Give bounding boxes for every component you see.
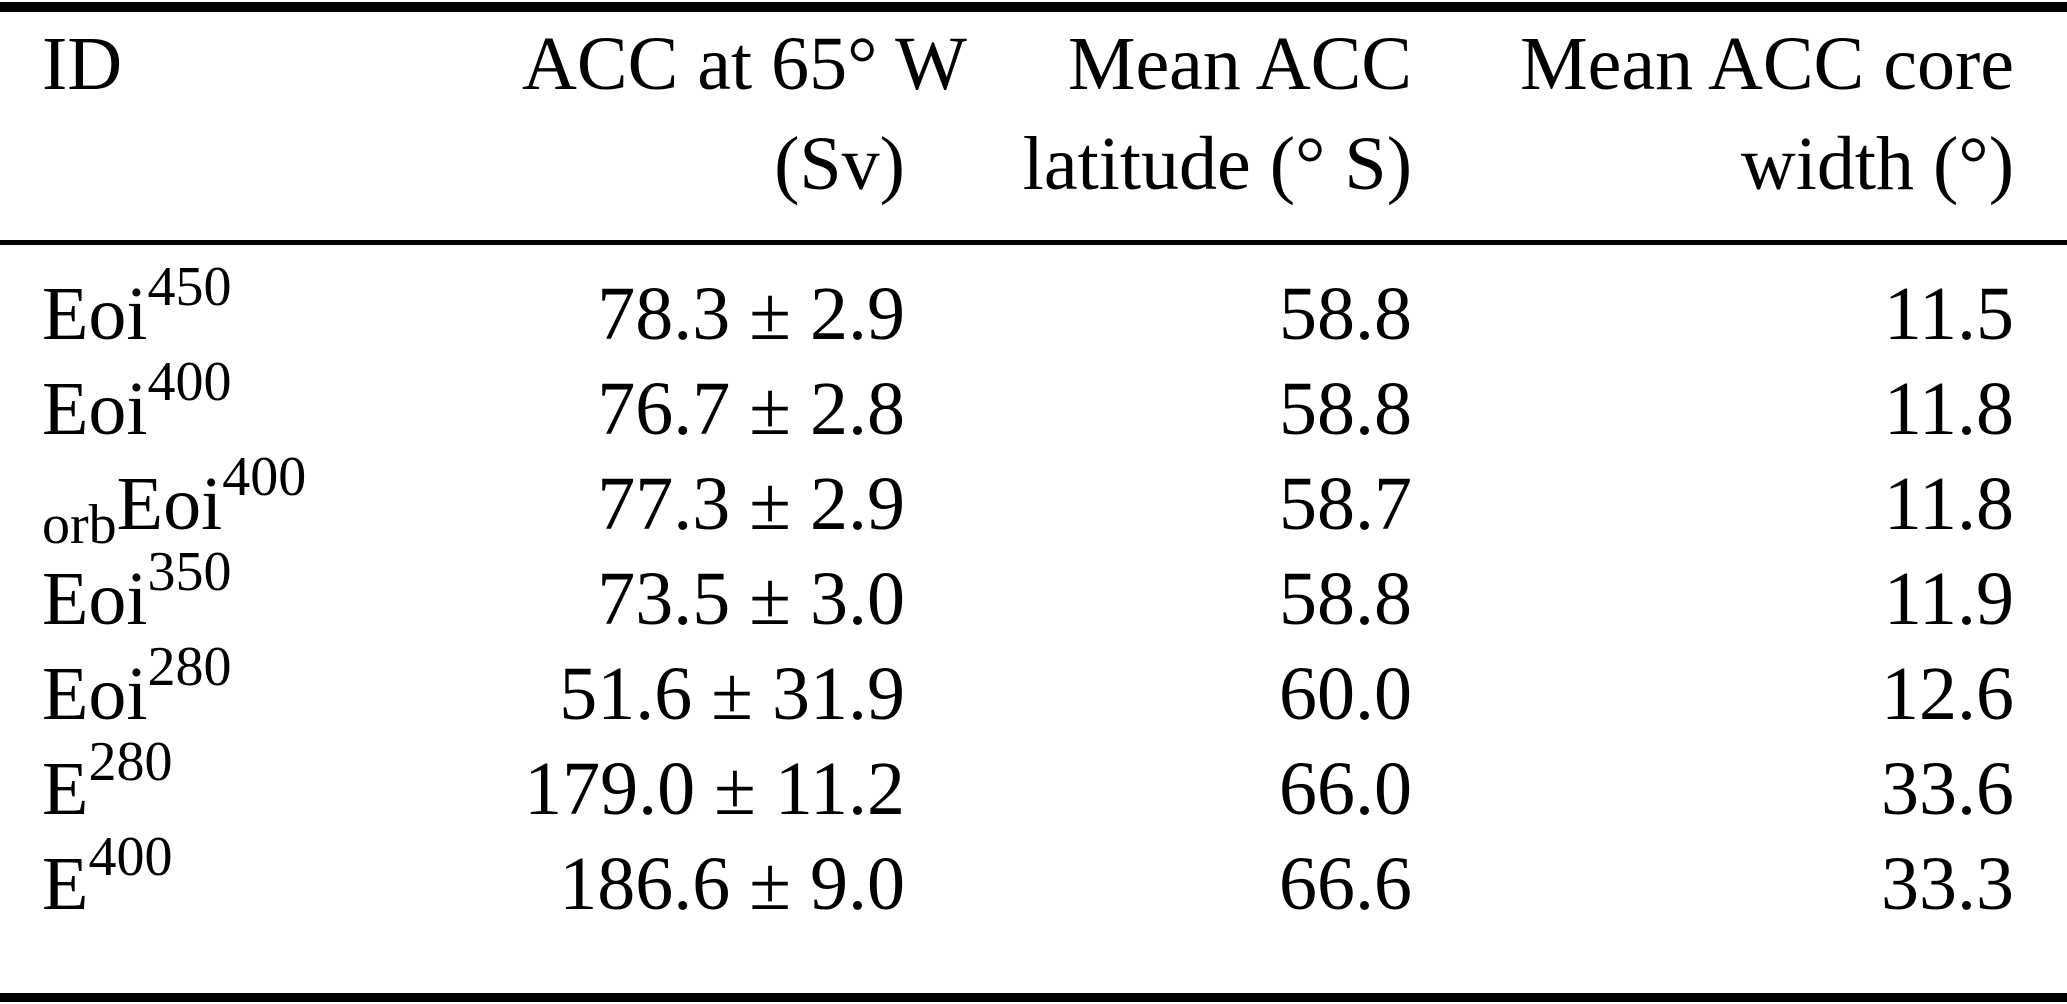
acc-cell: 78.3 ± 2.9: [597, 272, 905, 356]
core-width-cell: 11.8: [1883, 367, 2014, 451]
id-base: E: [42, 842, 89, 926]
id-superscript: 400: [222, 446, 307, 508]
column-header-mean-acc-latitude: Mean ACC latitude (° S): [905, 14, 1412, 214]
id-base: Eoi: [42, 367, 148, 451]
table-row: E400 186.6 ± 9.0 66.6 33.3: [42, 826, 2014, 932]
table-row: Eoi350 73.5 ± 3.0 58.8 11.9: [42, 541, 2014, 647]
table-bottom-rule: [0, 993, 2067, 1002]
table-top-rule: [0, 2, 2067, 12]
table-row: E280 179.0 ± 11.2 66.0 33.6: [42, 731, 2014, 837]
table-header-rule: [0, 240, 2067, 245]
acc-cell: 77.3 ± 2.9: [597, 462, 905, 546]
latitude-cell: 58.8: [1279, 557, 1412, 641]
id-cell: Eoi450: [42, 256, 522, 369]
acc-cell: 76.7 ± 2.8: [597, 367, 905, 451]
column-header-acc-at-65w: ACC at 65° W (Sv): [522, 14, 967, 214]
latitude-cell: 60.0: [1279, 652, 1412, 736]
id-base: Eoi: [42, 652, 148, 736]
latitude-cell: 66.0: [1279, 747, 1412, 831]
id-cell: Eoi350: [42, 541, 522, 654]
latitude-cell: 58.8: [1279, 367, 1412, 451]
core-width-cell: 11.8: [1883, 462, 2014, 546]
acc-cell: 186.6 ± 9.0: [559, 842, 905, 926]
core-width-cell: 33.6: [1881, 747, 2014, 831]
id-cell: Eoi280: [42, 636, 522, 749]
latitude-cell: 66.6: [1279, 842, 1412, 926]
core-width-cell: 12.6: [1881, 652, 2014, 736]
acc-cell: 51.6 ± 31.9: [559, 652, 905, 736]
column-header-id-line2: [42, 114, 522, 214]
table-row: orbEoi400 77.3 ± 2.9 58.7 11.8: [42, 446, 2014, 556]
latitude-cell: 58.7: [1279, 462, 1412, 546]
id-cell: orbEoi400: [42, 446, 522, 559]
id-superscript: 450: [147, 256, 232, 318]
id-superscript: 400: [88, 826, 173, 888]
table-row: Eoi280 51.6 ± 31.9 60.0 12.6: [42, 636, 2014, 742]
id-base: E: [42, 747, 89, 831]
id-base: Eoi: [42, 272, 148, 356]
table-row: Eoi400 76.7 ± 2.8 58.8 11.8: [42, 351, 2014, 457]
column-header-acc-line2: (Sv): [774, 122, 905, 206]
column-header-latitude-line2: latitude (° S): [1022, 122, 1412, 206]
acc-cell: 179.0 ± 11.2: [524, 747, 905, 831]
table-header-row: ID ACC at 65° W (Sv) Mean ACC latitude (…: [42, 14, 2014, 214]
column-header-latitude-line1: Mean ACC: [1067, 22, 1412, 106]
core-width-cell: 11.5: [1883, 272, 2014, 356]
column-header-mean-acc-core-width: Mean ACC core width (°): [1412, 14, 2014, 214]
table-body: Eoi450 78.3 ± 2.9 58.8 11.5 Eoi400 76.7 …: [42, 256, 2014, 932]
id-superscript: 280: [88, 731, 173, 793]
latitude-cell: 58.8: [1279, 272, 1412, 356]
id-base: Eoi: [42, 557, 148, 641]
id-superscript: 280: [147, 636, 232, 698]
id-superscript: 350: [147, 541, 232, 603]
core-width-cell: 11.9: [1883, 557, 2014, 641]
column-header-core-width-line1: Mean ACC core: [1520, 22, 2014, 106]
table-row: Eoi450 78.3 ± 2.9 58.8 11.5: [42, 256, 2014, 362]
column-header-id: ID: [42, 14, 522, 214]
id-prefix: orb: [42, 494, 117, 556]
column-header-id-line1: ID: [42, 22, 123, 106]
id-cell: Eoi400: [42, 351, 522, 464]
id-superscript: 400: [147, 351, 232, 413]
column-header-acc-line1: ACC at 65° W: [522, 22, 967, 106]
core-width-cell: 33.3: [1881, 842, 2014, 926]
id-cell: E280: [42, 731, 522, 844]
acc-cell: 73.5 ± 3.0: [597, 557, 905, 641]
id-cell: E400: [42, 826, 522, 939]
column-header-core-width-line2: width (°): [1740, 122, 2014, 206]
id-base: Eoi: [116, 462, 223, 546]
